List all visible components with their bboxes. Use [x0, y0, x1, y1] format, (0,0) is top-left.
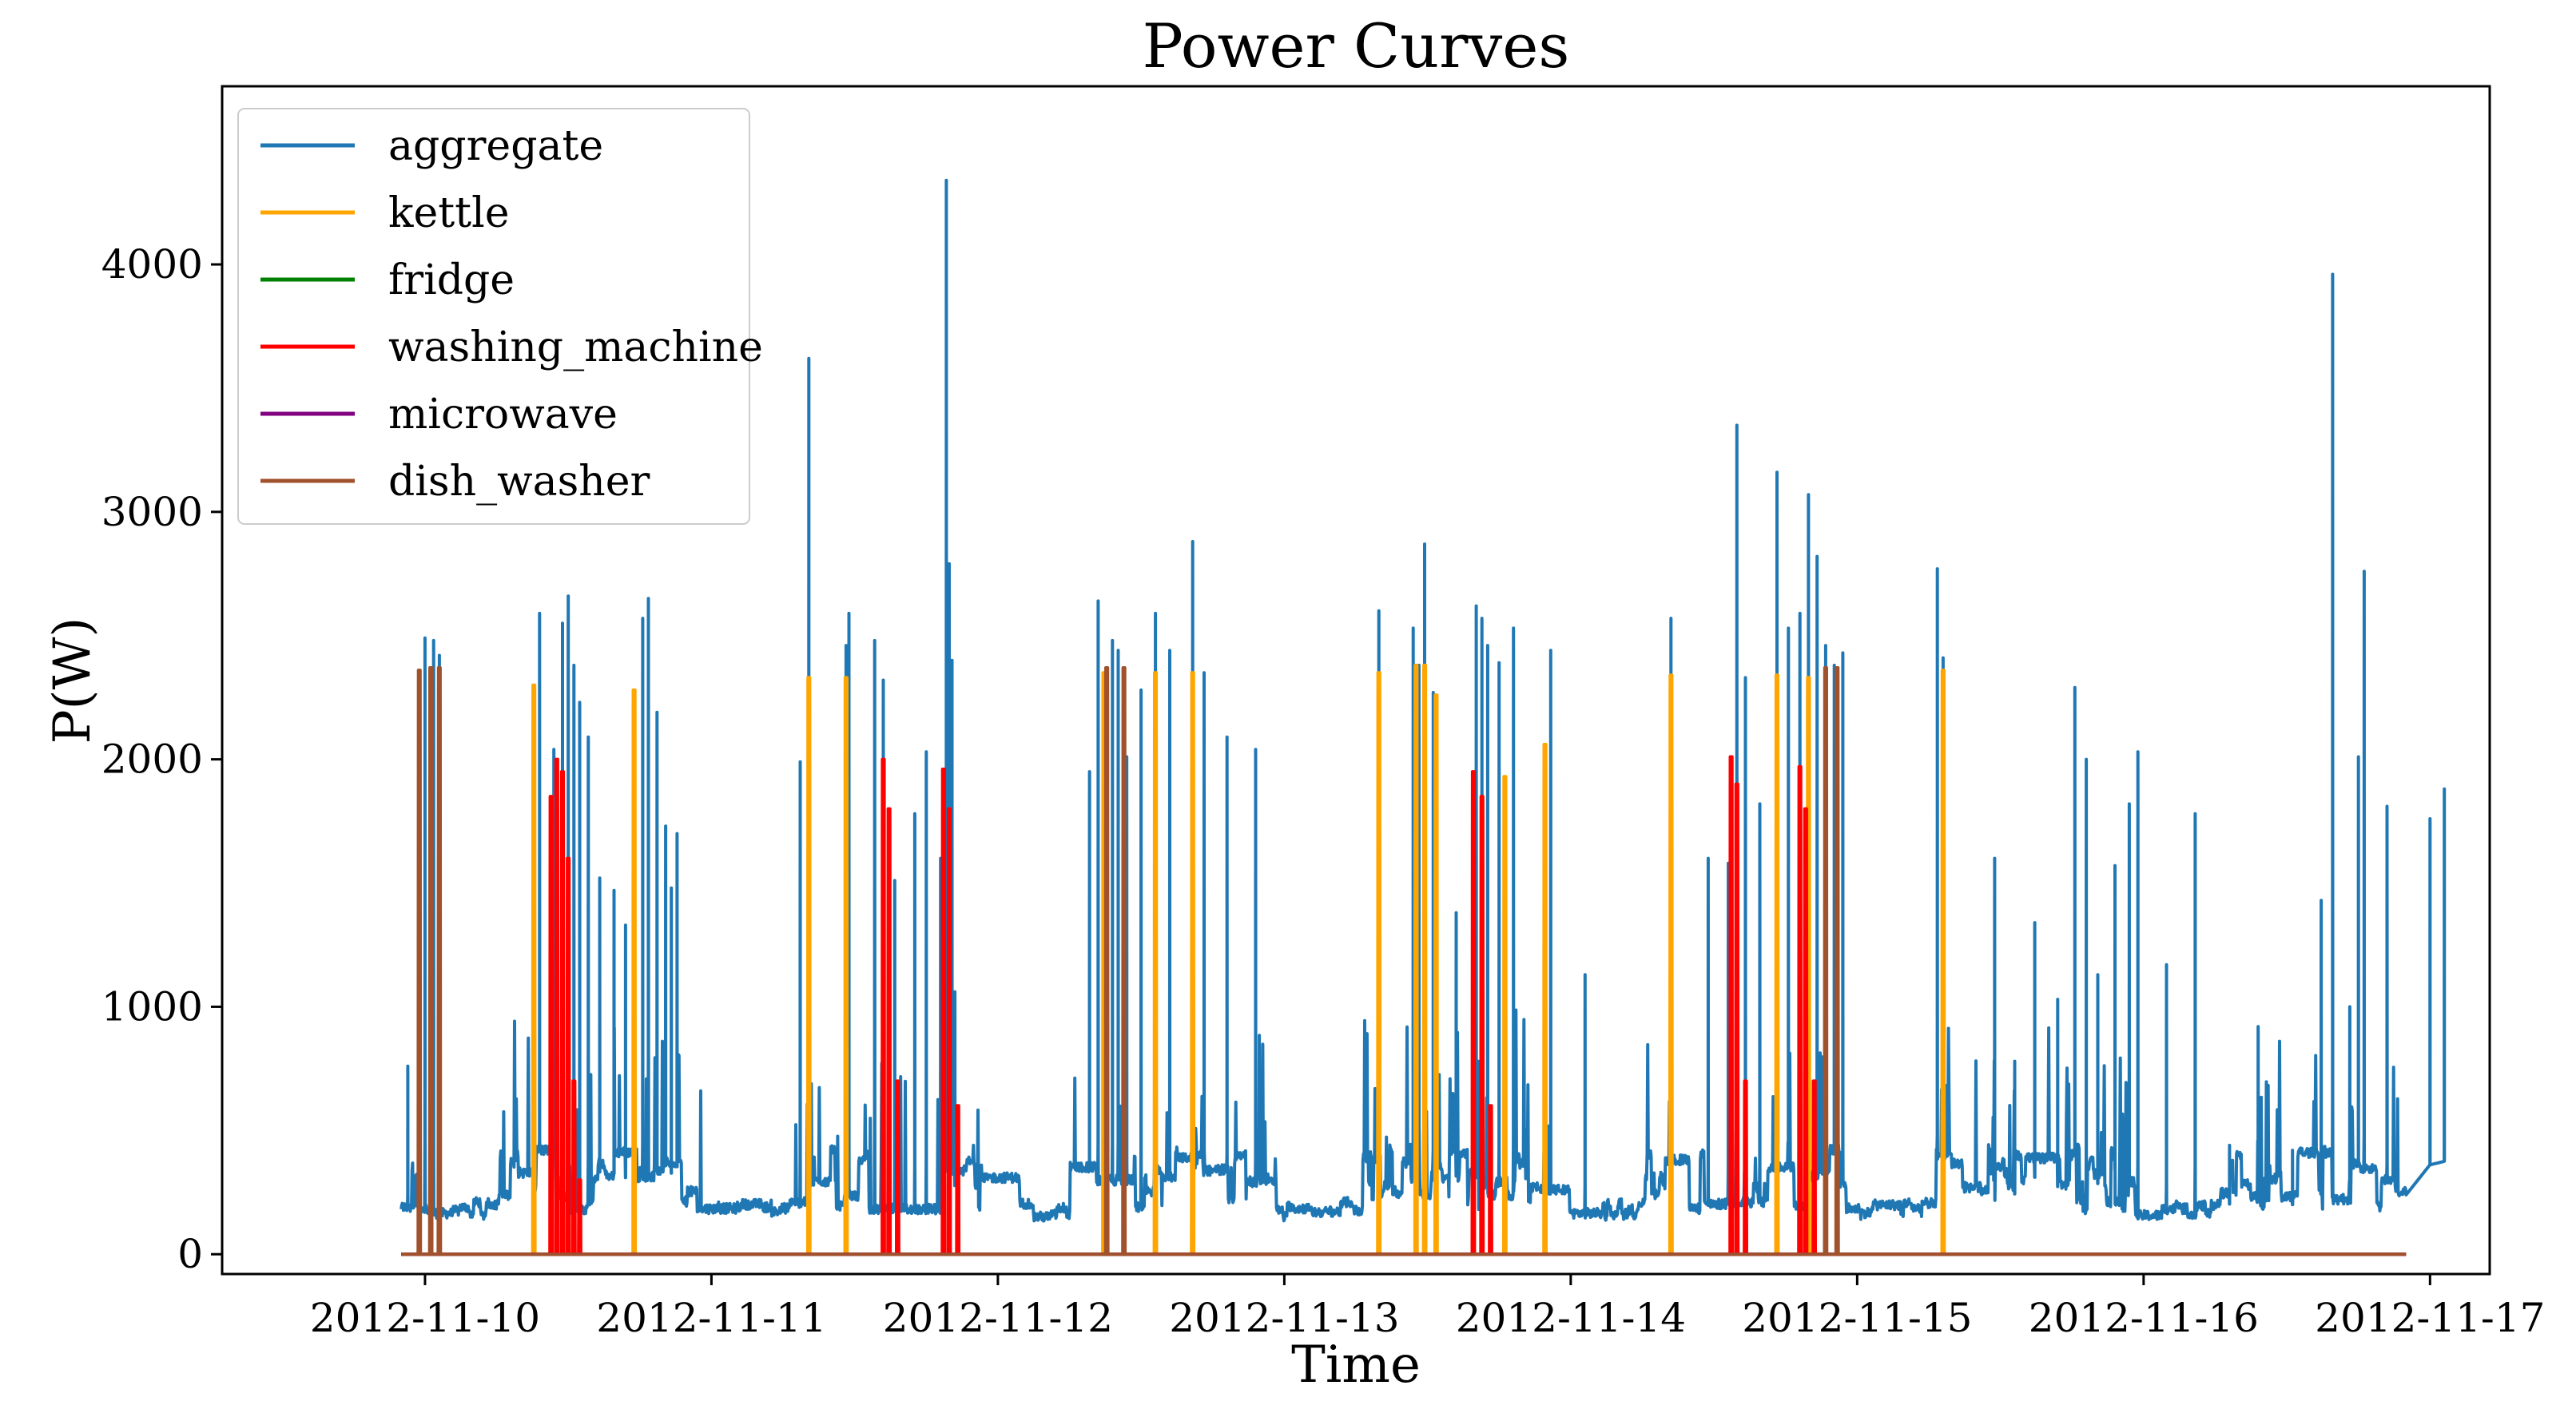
y-tick-label: 4000	[101, 241, 203, 288]
legend: aggregate kettle fridge washing_machinemicr…	[237, 108, 763, 525]
legend-label-aggregate: aggregate	[388, 122, 603, 170]
x-tick-label: 2012-11-10	[310, 1295, 540, 1341]
y-tick-label: 3000	[101, 489, 203, 535]
x-tick-label: 2012-11-13	[1169, 1295, 1399, 1341]
legend-box	[237, 108, 750, 525]
legend-label-kettle: kettle	[388, 189, 509, 237]
x-tick-label: 2012-11-17	[2315, 1295, 2545, 1341]
y-tick-label: 1000	[101, 983, 203, 1030]
legend-label-dish-washer: dish_washer	[388, 458, 650, 506]
y-tick-label: 2000	[101, 736, 203, 783]
legend-label-microwave: microwave	[388, 391, 618, 439]
x-axis-label: Time	[1291, 1336, 1421, 1395]
plot-area	[400, 178, 2447, 1256]
series-line-washing-machine	[401, 755, 2407, 1256]
axes-frame	[221, 85, 2491, 1276]
x-tick-label: 2012-11-15	[1742, 1295, 1972, 1341]
series-line-aggregate	[400, 178, 2447, 1223]
legend-label-washing-machine: washing_machine	[388, 323, 763, 371]
chart-title: Power Curves	[1143, 10, 1570, 81]
x-tick-label: 2012-11-14	[1456, 1295, 1686, 1341]
series-line-dish-washer	[401, 666, 2407, 1256]
x-tick-label: 2012-11-11	[596, 1295, 826, 1341]
legend-label-fridge: fridge	[388, 256, 515, 304]
y-axis-label: P(W)	[43, 617, 102, 744]
x-tick-label: 2012-11-12	[883, 1295, 1113, 1341]
y-tick-label: 0	[177, 1231, 203, 1277]
x-tick-label: 2012-11-16	[2029, 1295, 2259, 1341]
series-line-kettle	[401, 663, 2407, 1256]
x-axis-ticks: 2012-11-10 2012-11-11 2012-11-12 2012-11-13…	[310, 1274, 2545, 1341]
y-axis-ticks: 0 1000 2000 3000 4000	[101, 241, 222, 1277]
